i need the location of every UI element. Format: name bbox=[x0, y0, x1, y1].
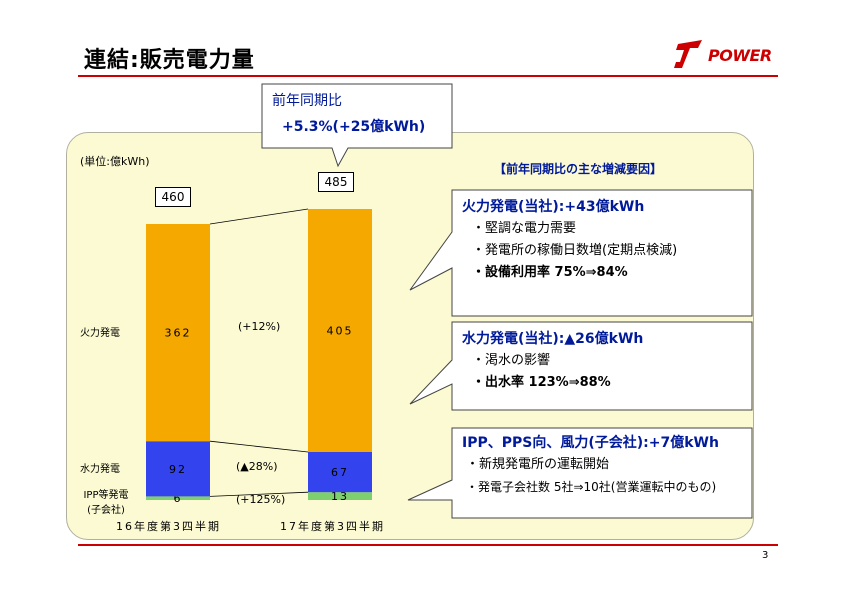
data-label: 67 bbox=[331, 466, 349, 479]
factor-thermal-item: ・発電所の稼働日数増(定期点検減) bbox=[472, 243, 678, 258]
yoy-hydro: (▲28%) bbox=[236, 460, 278, 473]
bar-segment bbox=[146, 441, 210, 497]
header-divider bbox=[78, 75, 778, 77]
yoy-thermal: (+12%) bbox=[238, 320, 281, 333]
series-label-thermal: 火力発電 bbox=[80, 328, 120, 339]
factor-thermal-item: ・堅調な電力需要 bbox=[472, 221, 577, 236]
page-title: 連結:販売電力量 bbox=[84, 48, 255, 73]
logo-text: POWER bbox=[708, 46, 772, 65]
summary-line2: +5.3%(+25億kWh) bbox=[282, 119, 426, 135]
bar-segment bbox=[308, 452, 372, 493]
bar-segment bbox=[146, 496, 210, 500]
factor-hydro-title: 水力発電(当社):▲26億kWh bbox=[462, 331, 644, 347]
factor-hydro-item: ・渇水の影響 bbox=[472, 353, 551, 368]
category-label: 16年度第3四半期 bbox=[116, 520, 221, 533]
footer-divider bbox=[78, 544, 778, 546]
data-label: 362 bbox=[165, 327, 192, 340]
jpower-logo bbox=[674, 40, 702, 68]
category-label: 17年度第3四半期 bbox=[280, 520, 385, 533]
total-label: 460 bbox=[155, 187, 191, 207]
factor-thermal-title: 火力発電(当社):+43億kWh bbox=[462, 199, 645, 215]
yoy-ipp: (+125%) bbox=[236, 493, 286, 506]
data-label: 92 bbox=[169, 463, 187, 476]
connector-line bbox=[209, 491, 309, 497]
series-label-hydro: 水力発電 bbox=[80, 464, 120, 475]
data-label: 405 bbox=[327, 325, 354, 338]
bar-segment bbox=[308, 492, 372, 500]
factor-ipp-title: IPP、PPS向、風力(子会社):+7億kWh bbox=[462, 435, 719, 451]
factor-thermal-item: ・設備利用率 75%⇒84% bbox=[472, 265, 628, 280]
factors-heading: 【前年同期比の主な増減要因】 bbox=[494, 162, 663, 176]
bar-segment bbox=[146, 224, 210, 442]
factor-ipp-item: ・発電子会社数 5社⇒10社(営業運転中のもの) bbox=[466, 480, 717, 494]
unit-label: (単位:億kWh) bbox=[80, 155, 150, 168]
factor-hydro-item: ・出水率 123%⇒88% bbox=[472, 375, 611, 390]
factor-ipp-item: ・新規発電所の運転開始 bbox=[466, 457, 610, 472]
summary-line1: 前年同期比 bbox=[272, 93, 342, 109]
connector-line bbox=[209, 208, 309, 225]
series-label-ipp: IPP等発電 (子会社) bbox=[83, 490, 129, 516]
total-label: 485 bbox=[318, 172, 354, 192]
data-label: 6 bbox=[174, 492, 183, 505]
bar-segment bbox=[308, 209, 372, 452]
page-number: 3 bbox=[762, 550, 769, 561]
connector-line bbox=[209, 440, 309, 453]
data-label: 13 bbox=[331, 490, 349, 503]
